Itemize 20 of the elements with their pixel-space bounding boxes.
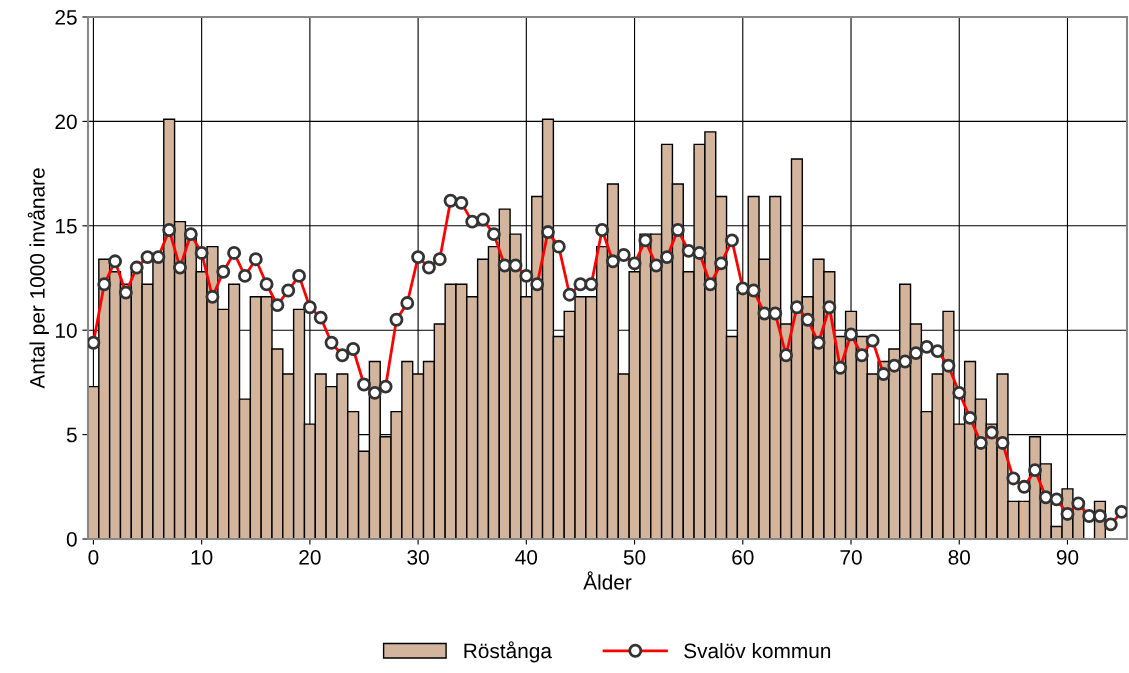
y-tick-label: 15 (56, 219, 77, 234)
y-tick-label: 25 (55, 10, 77, 25)
x-tick-label: 20 (299, 549, 321, 565)
x-tick-label: 90 (1056, 549, 1079, 565)
y-tick-label: 5 (66, 427, 77, 443)
x-tick-label: 70 (840, 549, 862, 565)
x-tick-label: 60 (732, 549, 754, 565)
x-axis-title: Ålder (583, 571, 632, 590)
y-tick-label: 0 (66, 532, 77, 547)
x-tick-label: 10 (191, 549, 213, 565)
x-tick-label: 0 (88, 549, 99, 565)
x-tick-label: 50 (623, 549, 646, 565)
legend-label: Röstånga (464, 641, 552, 663)
y-axis-title: Antal per 1000 invånare (27, 168, 49, 389)
y-tick-label: 20 (55, 114, 77, 130)
x-tick-label: 40 (515, 549, 538, 565)
x-tick-label: 30 (407, 549, 429, 565)
legend-label: Svalöv kommun (684, 642, 831, 659)
y-tick-label: 10 (56, 323, 77, 338)
x-tick-label: 80 (948, 549, 971, 565)
